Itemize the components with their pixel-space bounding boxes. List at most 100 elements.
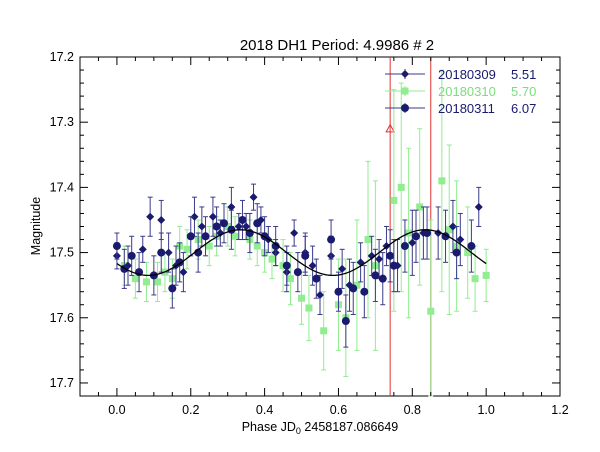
data-point: [423, 229, 432, 238]
y-tick-label: 17.4: [50, 180, 74, 194]
data-point: [157, 248, 166, 257]
data-point: [416, 203, 424, 211]
data-point: [127, 251, 136, 260]
legend-entry-value: 5.51: [511, 67, 536, 82]
x-tick-label: 1.0: [477, 403, 494, 417]
data-point: [186, 232, 195, 241]
legend-entry-value: 6.07: [511, 101, 536, 116]
data-point: [438, 177, 446, 185]
data-point: [216, 229, 225, 238]
data-point: [320, 327, 328, 335]
data-point: [179, 268, 188, 277]
data-point: [268, 255, 276, 263]
data-point: [271, 242, 280, 251]
data-point: [316, 290, 324, 299]
data-point: [238, 215, 247, 224]
data-point: [375, 255, 384, 264]
data-point: [168, 284, 177, 293]
data-point: [305, 304, 313, 312]
data-point: [338, 264, 347, 273]
data-point: [364, 236, 372, 244]
data-point: [301, 251, 310, 260]
data-point: [220, 219, 228, 228]
data-point: [312, 274, 321, 283]
data-point: [353, 281, 361, 289]
data-point: [224, 223, 232, 230]
data-point: [386, 251, 395, 260]
legend-marker: [401, 87, 409, 95]
data-point: [448, 222, 457, 231]
x-tick-label: 0.0: [108, 403, 125, 417]
data-point: [227, 202, 236, 211]
data-point: [327, 235, 336, 244]
data-point: [242, 222, 251, 231]
data-point: [190, 212, 199, 221]
y-tick-label: 17.7: [50, 376, 74, 390]
data-point: [154, 278, 162, 286]
data-point: [456, 235, 465, 244]
x-axis-label-suffix: 2458187.086649: [301, 420, 398, 434]
data-point: [408, 238, 417, 247]
data-point: [197, 222, 206, 231]
chart-title: 2018 DH1 Period: 4.9986 # 2: [240, 37, 434, 54]
data-point: [378, 274, 387, 283]
data-point: [231, 232, 239, 240]
data-point: [397, 183, 405, 191]
data-point: [474, 202, 483, 211]
data-point: [142, 278, 150, 286]
data-point: [467, 242, 476, 251]
x-tick-label: 0.4: [256, 403, 273, 417]
x-axis-label-prefix: Phase JD: [242, 420, 296, 434]
legend-entry-name: 20180310: [438, 84, 496, 99]
plot-area: [79, 56, 561, 397]
data-point: [427, 307, 435, 315]
legend-marker: [401, 70, 409, 78]
data-point: [208, 212, 217, 221]
data-point: [112, 242, 121, 251]
y-tick-label: 17.5: [50, 246, 74, 260]
outlier-point: [385, 123, 396, 133]
data-point: [183, 245, 191, 253]
data-point: [341, 317, 350, 326]
data-point: [201, 232, 210, 241]
data-point: [334, 287, 343, 296]
legend-marker: [401, 104, 409, 112]
x-tick-label: 1.2: [551, 403, 568, 417]
data-point: [464, 249, 472, 257]
x-axis: 0.0 0.2 0.4 0.6 0.8 1.0 1.2: [79, 57, 569, 417]
data-point: [146, 212, 155, 221]
data-point: [371, 271, 380, 280]
data-point: [452, 248, 461, 257]
data-point: [286, 275, 294, 283]
y-axis: 17.2 17.3 17.4 17.5 17.6 17.7: [50, 50, 560, 397]
data-point: [298, 294, 306, 302]
data-point: [349, 284, 358, 293]
data-point: [234, 222, 243, 231]
x-tick-label: 0.6: [330, 403, 347, 417]
legend-entry-name: 20180309: [438, 67, 496, 82]
legend-entry-name: 20180311: [438, 101, 495, 116]
fit-curve: [116, 229, 487, 277]
data-point: [471, 275, 479, 283]
y-axis-label: Magnitude: [29, 197, 43, 255]
x-axis-label: Phase JD0 2458187.086649: [242, 420, 399, 436]
y-tick-label: 17.6: [50, 311, 74, 325]
data-point: [482, 271, 490, 279]
data-point: [138, 245, 147, 254]
y-tick-label: 17.3: [50, 115, 74, 129]
data-point: [212, 222, 221, 231]
data-point: [367, 251, 376, 260]
data-point: [290, 229, 299, 238]
data-point: [157, 215, 166, 224]
data-point: [308, 261, 317, 270]
data-point: [253, 219, 262, 228]
data-point: [131, 275, 139, 283]
data-point: [205, 242, 213, 250]
data-point: [360, 287, 369, 296]
legend-entry-value: 5.70: [511, 84, 536, 99]
x-axis-label-subscript: 0: [296, 426, 301, 436]
data-point: [249, 193, 258, 202]
data-point: [400, 242, 409, 251]
x-tick-label: 0.2: [182, 403, 199, 417]
